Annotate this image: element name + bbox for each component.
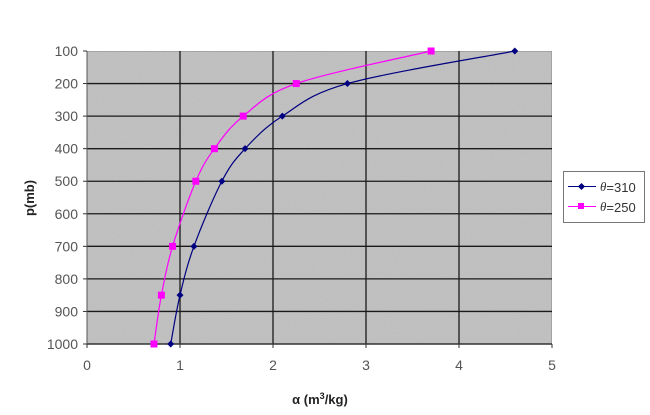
diamond-marker-icon	[278, 112, 286, 120]
data-series	[150, 47, 519, 348]
legend-item-theta-310: θ =310	[568, 178, 636, 196]
x-tick-label: 4	[455, 357, 463, 373]
y-axis-label: p(mb)	[22, 180, 37, 216]
x-tick-label: 3	[362, 357, 370, 373]
square-marker-icon	[427, 47, 435, 55]
y-tick-label: 900	[55, 303, 79, 319]
diamond-marker-icon	[176, 291, 184, 299]
diamond-marker-icon	[167, 340, 175, 348]
y-tick-label: 700	[55, 238, 79, 254]
x-tick-label: 1	[176, 357, 184, 373]
square-marker-icon	[292, 80, 300, 88]
square-marker-icon	[192, 177, 200, 185]
x-axis-ticks: 0 1 2 3 4 5	[83, 344, 556, 373]
diamond-marker-icon	[190, 242, 198, 250]
diamond-marker-icon	[511, 47, 519, 55]
square-marker-icon	[150, 340, 158, 348]
legend-item-theta-250: θ =250	[568, 198, 636, 216]
x-tick-label: 2	[269, 357, 277, 373]
square-marker-icon	[157, 291, 165, 299]
diamond-marker-icon	[568, 181, 596, 193]
y-axis-ticks: 100 200 300 400 500 600 700 800 900 1000	[47, 43, 87, 352]
series-line	[170, 50, 515, 345]
chart-legend: θ =310 θ =250	[563, 171, 645, 223]
square-marker-icon	[239, 112, 247, 120]
square-marker-icon	[169, 242, 177, 250]
y-tick-label: 200	[55, 76, 79, 92]
y-tick-label: 500	[55, 173, 79, 189]
diamond-marker-icon	[343, 80, 351, 88]
diamond-marker-icon	[218, 177, 226, 185]
axes	[86, 51, 552, 345]
x-tick-label: 0	[83, 357, 91, 373]
y-tick-label: 100	[55, 43, 79, 59]
diamond-marker-icon	[241, 145, 249, 153]
y-tick-label: 800	[55, 271, 79, 287]
square-marker-icon	[210, 145, 218, 153]
y-tick-label: 300	[55, 108, 79, 124]
y-tick-label: 600	[55, 206, 79, 222]
y-tick-label: 400	[55, 141, 79, 157]
plot-area	[86, 50, 553, 345]
square-marker-icon	[568, 201, 596, 213]
y-tick-label: 1000	[47, 336, 78, 352]
x-axis-label: α (m3/kg)	[292, 391, 348, 407]
x-tick-label: 5	[548, 357, 556, 373]
